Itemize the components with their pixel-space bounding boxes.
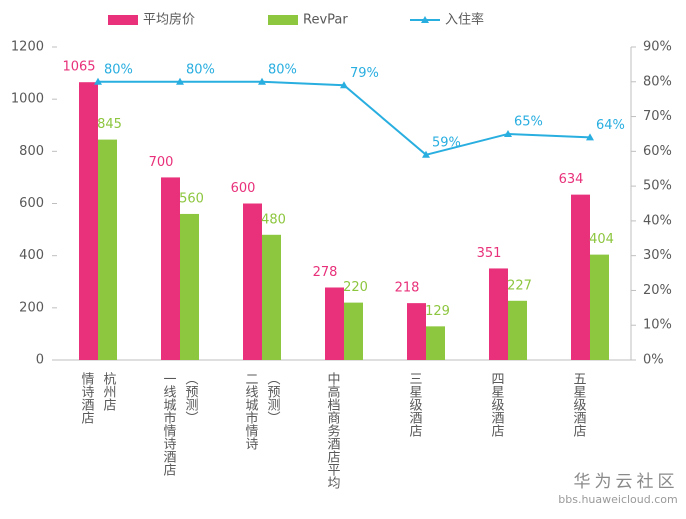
legend-marker — [421, 16, 429, 23]
x-tick-label: （预测） — [183, 372, 199, 424]
line-label: 59% — [432, 135, 461, 150]
y2-tick-label: 40% — [643, 213, 672, 228]
bar — [161, 177, 180, 360]
line-marker — [94, 77, 102, 85]
x-tick-label: （预测） — [265, 372, 281, 424]
bar — [508, 300, 527, 360]
legend-label: 平均房价 — [143, 12, 195, 28]
y2-tick-label: 20% — [643, 283, 672, 298]
bar-label: 278 — [313, 265, 338, 280]
y2-tick-label: 10% — [643, 318, 672, 333]
line-label: 65% — [514, 114, 543, 129]
bar-label: 845 — [97, 117, 122, 132]
x-tick-label: 五星级酒店 — [571, 372, 587, 437]
bar — [79, 82, 98, 361]
line-label: 79% — [350, 66, 379, 81]
line-marker — [586, 133, 594, 141]
y2-tick-label: 60% — [643, 144, 672, 159]
bar — [325, 287, 344, 360]
x-tick-label: 情诗酒店 — [79, 372, 95, 424]
y2-tick-label: 0% — [643, 353, 664, 368]
bar — [262, 234, 281, 360]
line-marker — [422, 150, 430, 158]
y-tick-label: 1000 — [11, 92, 44, 107]
line-label: 80% — [268, 62, 297, 77]
bar-label: 600 — [231, 181, 256, 196]
x-tick-label: 一线城市情诗酒店 — [161, 372, 177, 476]
bar-label: 634 — [559, 172, 584, 187]
y2-tick-label: 80% — [643, 74, 672, 89]
watermark-url: bbs.huaweicloud.com — [558, 493, 677, 506]
bar-label: 560 — [179, 191, 204, 206]
y2-tick-label: 70% — [643, 109, 672, 124]
bar-label: 700 — [149, 155, 174, 170]
bar — [426, 326, 445, 360]
bar-label: 404 — [589, 232, 614, 247]
x-tick-label: 三星级酒店 — [407, 372, 423, 437]
bar-label: 480 — [261, 212, 286, 227]
y-tick-label: 1200 — [11, 40, 44, 55]
legend-label: RevPar — [303, 13, 348, 28]
watermark-title: 华为云社区 — [574, 472, 679, 492]
line-marker — [504, 129, 512, 137]
bar — [489, 268, 508, 360]
bar-label: 129 — [425, 304, 450, 319]
line-label: 80% — [186, 62, 215, 77]
y2-tick-label: 50% — [643, 179, 672, 194]
bar-label: 227 — [507, 278, 532, 293]
y2-tick-label: 30% — [643, 248, 672, 263]
bar-label: 218 — [395, 281, 420, 296]
bar — [98, 139, 117, 360]
bar-label: 220 — [343, 280, 368, 295]
legend-label: 入住率 — [445, 12, 484, 28]
y-tick-label: 400 — [19, 248, 44, 263]
line-marker — [340, 81, 348, 89]
bar — [180, 213, 199, 360]
bar-label: 351 — [477, 246, 502, 261]
x-tick-label: 四星级酒店 — [489, 372, 505, 437]
line-marker — [176, 77, 184, 85]
line-label: 80% — [104, 62, 133, 77]
bar — [407, 303, 426, 360]
legend-swatch — [108, 15, 138, 25]
y2-tick-label: 90% — [643, 40, 672, 55]
line-label: 64% — [596, 118, 625, 133]
x-tick-label: 二线城市情诗 — [243, 372, 259, 450]
y-tick-label: 600 — [19, 196, 44, 211]
x-tick-label: 中高档商务酒店平均 — [325, 372, 341, 489]
y-tick-label: 800 — [19, 144, 44, 159]
bar — [571, 194, 590, 360]
bar-label: 1065 — [62, 60, 95, 75]
bar — [243, 203, 262, 360]
bar — [590, 254, 609, 360]
line-marker — [258, 77, 266, 85]
bar — [344, 302, 363, 360]
x-tick-label: 杭州店 — [101, 372, 117, 411]
y-tick-label: 200 — [19, 300, 44, 315]
legend-swatch — [268, 15, 298, 25]
y-tick-label: 0 — [36, 353, 44, 368]
